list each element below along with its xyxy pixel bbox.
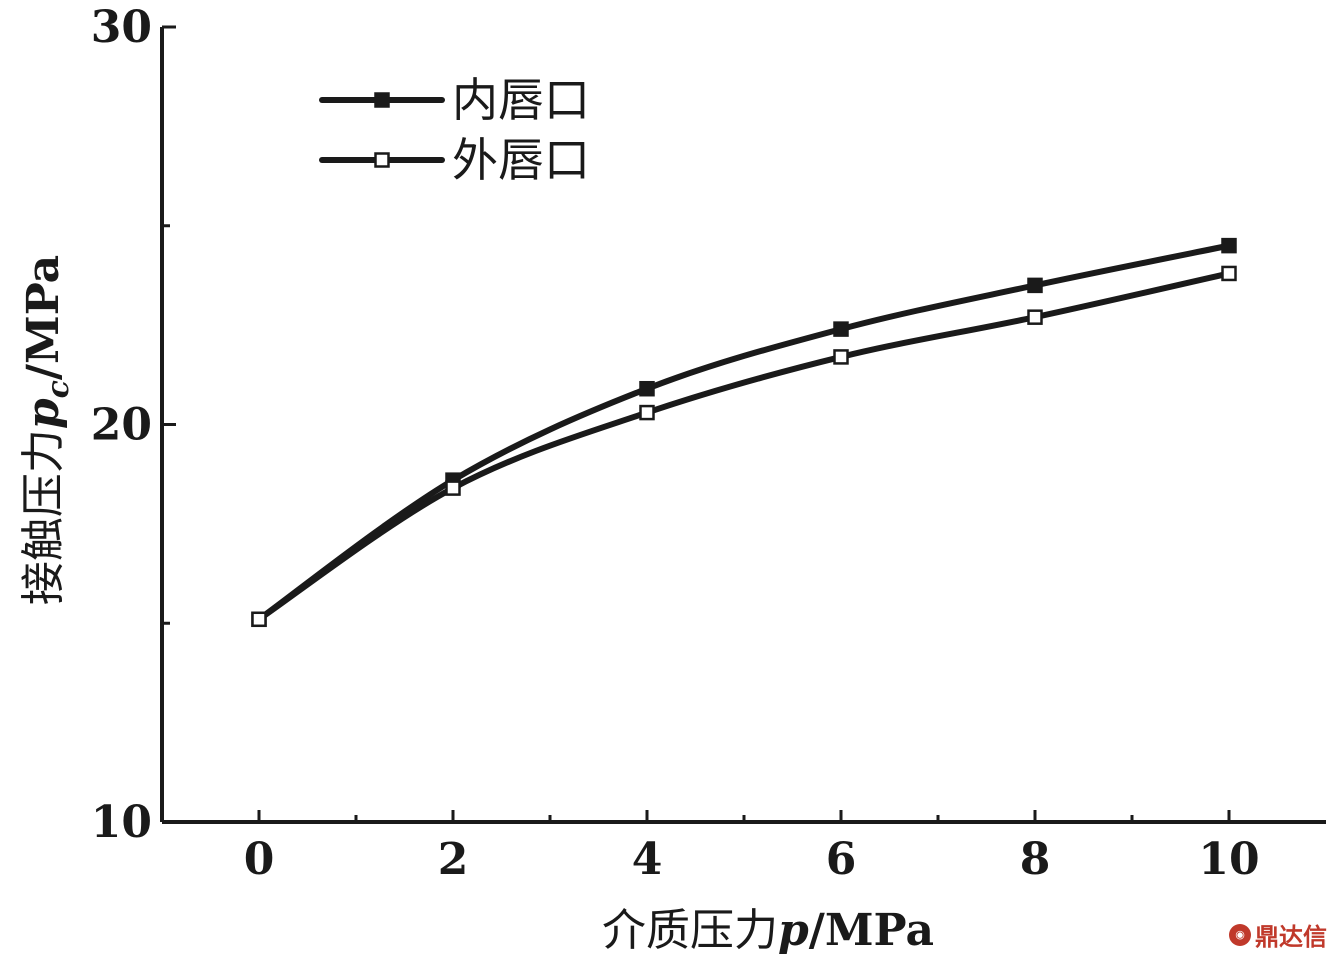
y-axis-title-var: p (18, 398, 69, 429)
data-point (1027, 309, 1043, 325)
data-point (639, 404, 655, 421)
data-point (833, 349, 849, 365)
x-axis-title-unit: /MPa (809, 905, 934, 956)
series-1 (251, 237, 1237, 628)
y-tick-label: 20 (91, 400, 152, 451)
x-tick-label: 4 (632, 834, 663, 885)
data-point (639, 380, 655, 397)
x-tick-label: 2 (438, 834, 469, 885)
series (251, 237, 1237, 628)
watermark: ◉ 鼎达信 (1229, 917, 1327, 952)
x-tick-label: 0 (244, 834, 275, 885)
x-tick-label: 8 (1020, 834, 1051, 885)
data-point (251, 611, 267, 628)
x-tick-label: 6 (826, 834, 857, 885)
watermark-text: 鼎达信 (1255, 923, 1327, 951)
watermark-logo-icon: ◉ (1229, 923, 1251, 946)
data-point (1221, 265, 1237, 282)
series-line (256, 270, 1232, 623)
data-point (445, 480, 461, 496)
series-2 (251, 265, 1237, 628)
x-axis-title-var: p (778, 905, 809, 956)
legend-item-1: 内唇口 (319, 73, 590, 127)
x-axis-title: 介质压力p/MPa (602, 905, 934, 956)
data-point (833, 321, 849, 337)
y-axis-title-prefix: 接触压力 (18, 429, 69, 605)
y-tick-label: 30 (91, 2, 152, 53)
axes (160, 27, 1326, 824)
x-tick-label: 10 (1198, 834, 1259, 885)
ticks: 0 2 4 6 8 10 10 20 30 (91, 2, 1260, 885)
legend-marker (374, 152, 390, 168)
data-point (1221, 237, 1237, 254)
legend-label: 内唇口 (452, 73, 590, 127)
x-axis-title-prefix: 介质压力 (602, 905, 778, 956)
legend-item-2: 外唇口 (319, 133, 590, 187)
y-axis-title-unit: /MPa (18, 255, 69, 380)
series-line (256, 242, 1232, 623)
legend-marker (374, 92, 390, 108)
y-axis-title: 接触压力pc/MPa (18, 255, 76, 605)
y-tick-label: 10 (91, 797, 152, 848)
legend-label: 外唇口 (452, 133, 590, 187)
data-point (1027, 277, 1043, 294)
y-axis-title-sub: c (41, 380, 76, 398)
